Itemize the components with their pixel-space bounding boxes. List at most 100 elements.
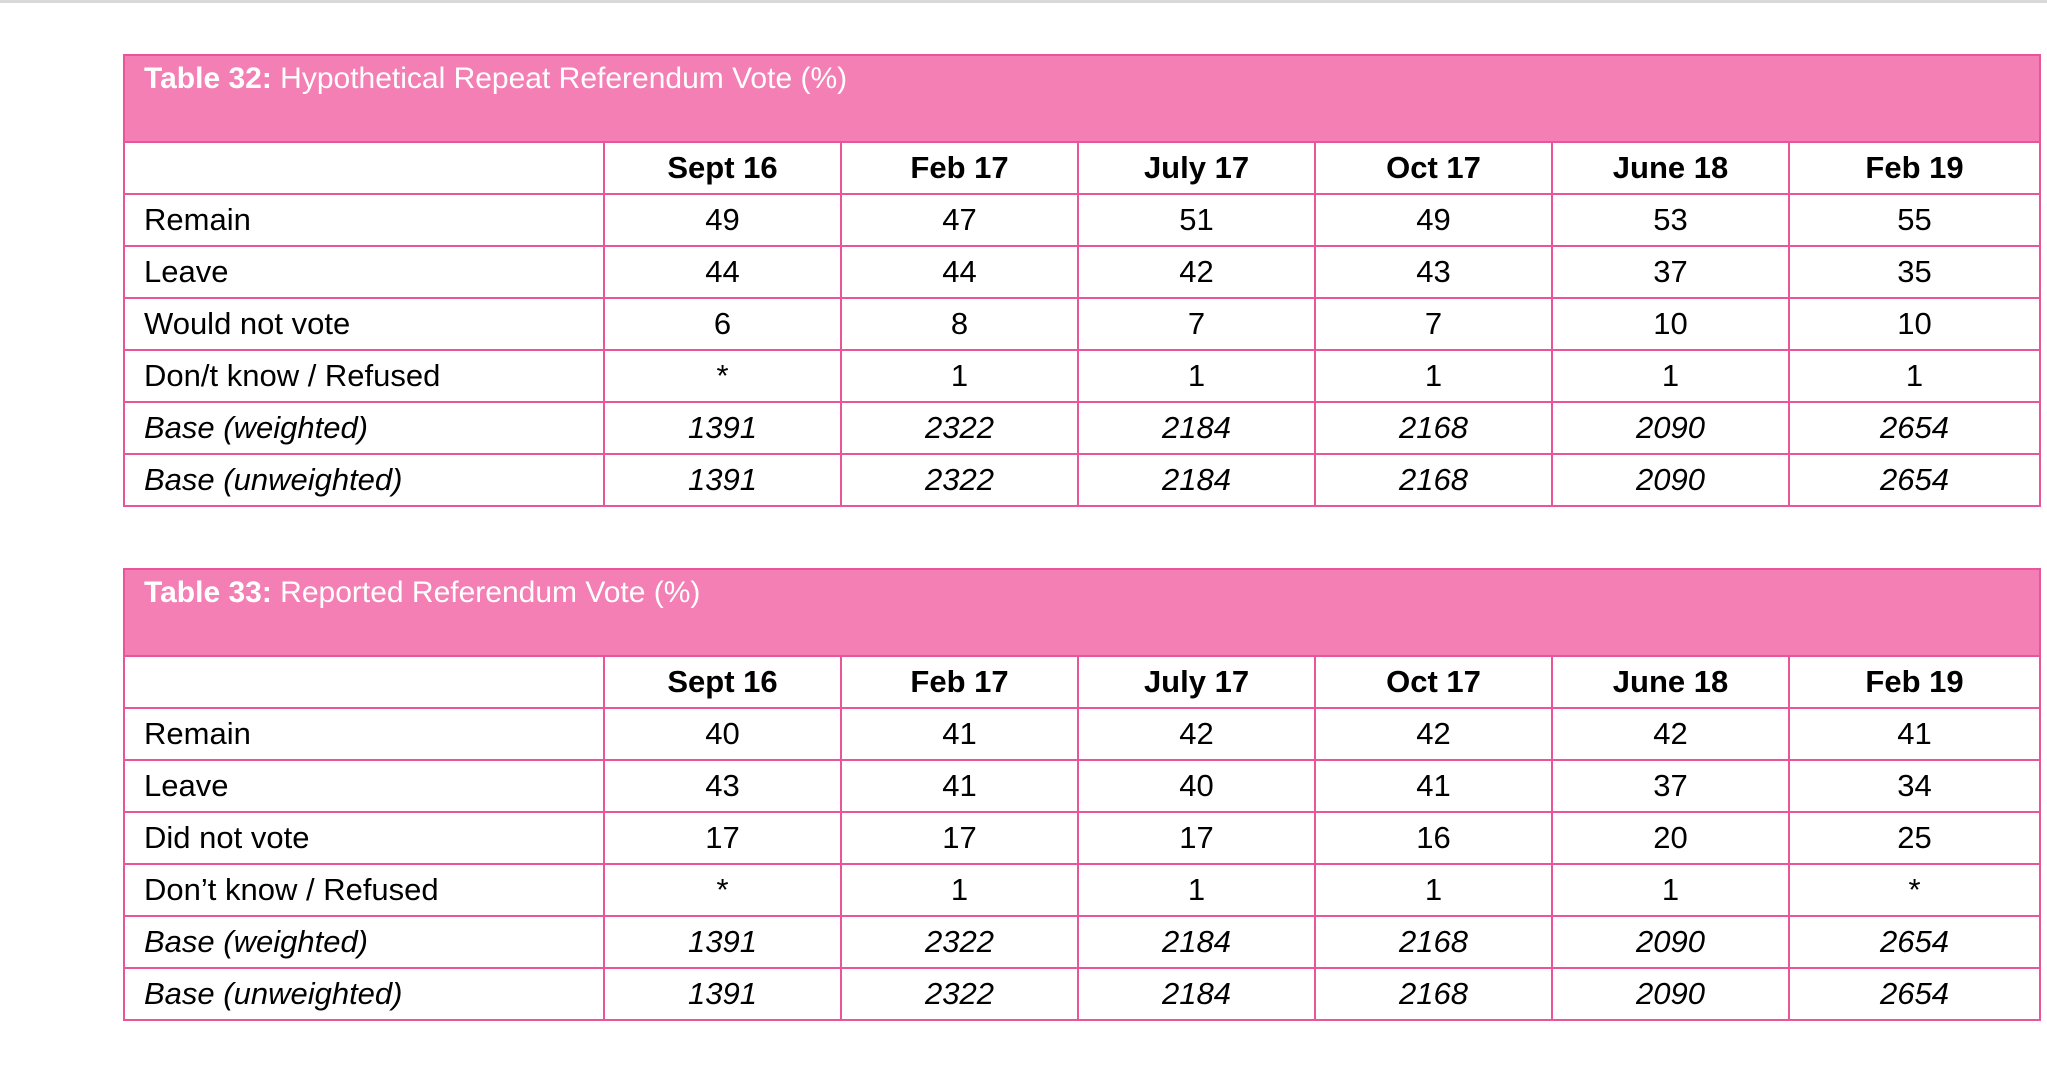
- table-33-block: Table 33: Reported Referendum Vote (%) S…: [123, 568, 2041, 1021]
- value-cell: 1391: [603, 915, 842, 969]
- value-cell: 34: [1788, 759, 2041, 813]
- row-label: Did not vote: [123, 811, 605, 865]
- value-cell: 2090: [1551, 915, 1790, 969]
- table-caption-row: Table 33: Reported Referendum Vote (%): [123, 568, 2041, 657]
- row-label: Don/t know / Refused: [123, 349, 605, 403]
- value-cell: 2654: [1788, 915, 2041, 969]
- top-divider: [0, 0, 2047, 3]
- value-cell: *: [603, 863, 842, 917]
- value-cell: 37: [1551, 245, 1790, 299]
- value-cell: 42: [1077, 707, 1316, 761]
- row-label: Leave: [123, 245, 605, 299]
- row-label: Would not vote: [123, 297, 605, 351]
- table-row: Base (weighted) 1391 2322 2184 2168 2090…: [123, 915, 2041, 969]
- value-cell: 6: [603, 297, 842, 351]
- row-label: Base (unweighted): [123, 453, 605, 507]
- table-row: Base (weighted) 1391 2322 2184 2168 2090…: [123, 401, 2042, 455]
- table-row: Did not vote 17 17 17 16 20 25: [123, 811, 2041, 865]
- value-cell: 37: [1551, 759, 1790, 813]
- table-32-block: Table 32: Hypothetical Repeat Referendum…: [122, 54, 2042, 507]
- table-row: Base (unweighted) 1391 2322 2184 2168 20…: [123, 967, 2041, 1021]
- table-33: Table 33: Reported Referendum Vote (%) S…: [123, 568, 2041, 1021]
- value-cell: 40: [603, 707, 842, 761]
- value-cell: 10: [1787, 297, 2042, 351]
- value-cell: 1391: [603, 401, 842, 455]
- value-cell: 2322: [840, 915, 1079, 969]
- value-cell: 55: [1787, 193, 2042, 247]
- value-cell: 2322: [840, 453, 1079, 507]
- value-cell: 2168: [1314, 967, 1553, 1021]
- value-cell: 2322: [840, 967, 1079, 1021]
- value-cell: 42: [1314, 707, 1553, 761]
- value-cell: 2184: [1077, 401, 1316, 455]
- value-cell: 41: [840, 759, 1079, 813]
- value-cell: 17: [840, 811, 1079, 865]
- column-header: Sept 16: [603, 655, 842, 709]
- value-cell: 1391: [603, 453, 842, 507]
- column-header: Feb 19: [1787, 141, 2042, 195]
- value-cell: 49: [603, 193, 842, 247]
- value-cell: 1: [1551, 349, 1790, 403]
- value-cell: 1: [840, 863, 1079, 917]
- table-number-label: Table 33:: [144, 576, 272, 609]
- value-cell: 1391: [603, 967, 842, 1021]
- row-label: Remain: [123, 707, 605, 761]
- value-cell: 2184: [1077, 967, 1316, 1021]
- column-header: Feb 19: [1788, 655, 2041, 709]
- value-cell: 2090: [1551, 967, 1790, 1021]
- value-cell: 41: [840, 707, 1079, 761]
- row-label: Remain: [123, 193, 605, 247]
- value-cell: 49: [1314, 193, 1553, 247]
- table-row: Would not vote 6 8 7 7 10 10: [123, 297, 2042, 351]
- column-header: July 17: [1077, 141, 1316, 195]
- table-caption: Table 33: Reported Referendum Vote (%): [123, 568, 2041, 657]
- value-cell: 51: [1077, 193, 1316, 247]
- value-cell: 1: [1314, 863, 1553, 917]
- value-cell: 20: [1551, 811, 1790, 865]
- value-cell: 2168: [1314, 401, 1553, 455]
- table-row: Leave 43 41 40 41 37 34: [123, 759, 2041, 813]
- value-cell: 2090: [1551, 453, 1790, 507]
- table-number-label: Table 32:: [144, 62, 272, 95]
- column-header: Oct 17: [1314, 141, 1553, 195]
- value-cell: 16: [1314, 811, 1553, 865]
- table-row: Remain 40 41 42 42 42 41: [123, 707, 2041, 761]
- value-cell: 47: [840, 193, 1079, 247]
- value-cell: 1: [1314, 349, 1553, 403]
- value-cell: 1: [1077, 863, 1316, 917]
- column-header: June 18: [1551, 655, 1790, 709]
- value-cell: 42: [1077, 245, 1316, 299]
- header-row: Sept 16 Feb 17 July 17 Oct 17 June 18 Fe…: [123, 141, 2042, 195]
- value-cell: 1: [1787, 349, 2042, 403]
- column-header: Sept 16: [603, 141, 842, 195]
- value-cell: 2654: [1788, 967, 2041, 1021]
- column-header: Feb 17: [840, 655, 1079, 709]
- column-header: July 17: [1077, 655, 1316, 709]
- value-cell: 17: [1077, 811, 1316, 865]
- value-cell: 2090: [1551, 401, 1790, 455]
- table-32: Table 32: Hypothetical Repeat Referendum…: [122, 54, 2042, 507]
- value-cell: 44: [603, 245, 842, 299]
- row-label: Base (unweighted): [123, 967, 605, 1021]
- column-header: Feb 17: [840, 141, 1079, 195]
- value-cell: 25: [1788, 811, 2041, 865]
- table-row: Leave 44 44 42 43 37 35: [123, 245, 2042, 299]
- value-cell: 40: [1077, 759, 1316, 813]
- value-cell: 44: [840, 245, 1079, 299]
- value-cell: 41: [1788, 707, 2041, 761]
- value-cell: 2168: [1314, 915, 1553, 969]
- value-cell: 41: [1314, 759, 1553, 813]
- value-cell: 10: [1551, 297, 1790, 351]
- row-label: Base (weighted): [123, 915, 605, 969]
- header-row: Sept 16 Feb 17 July 17 Oct 17 June 18 Fe…: [123, 655, 2041, 709]
- header-cell-empty: [123, 141, 605, 195]
- row-label: Don’t know / Refused: [123, 863, 605, 917]
- table-row: Remain 49 47 51 49 53 55: [123, 193, 2042, 247]
- row-label: Base (weighted): [123, 401, 605, 455]
- column-header: June 18: [1551, 141, 1790, 195]
- value-cell: 7: [1077, 297, 1316, 351]
- row-label: Leave: [123, 759, 605, 813]
- value-cell: 2654: [1787, 401, 2042, 455]
- table-row: Don’t know / Refused * 1 1 1 1 *: [123, 863, 2041, 917]
- value-cell: 35: [1787, 245, 2042, 299]
